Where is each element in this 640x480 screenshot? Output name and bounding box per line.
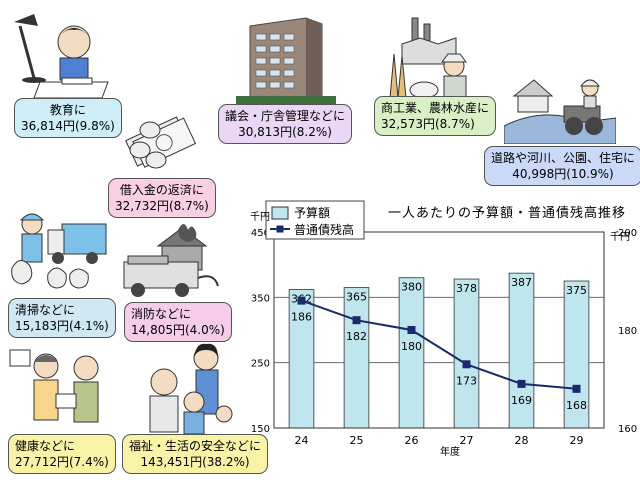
left-axis-unit: 千円	[250, 211, 270, 223]
bar	[398, 277, 425, 429]
legend-bar-label: 予算額	[294, 205, 330, 220]
budget-label-cleaning: 清掃などに 15,183円(4.1%)	[8, 298, 116, 338]
budget-label-welfare: 福祉・生活の安全などに 143,451円(38.2%)	[122, 434, 269, 474]
bar	[453, 278, 480, 429]
right-axis-unit: 千円	[610, 231, 630, 243]
line-point	[297, 296, 306, 305]
budget-amount: 32,573円(8.7%)	[381, 117, 475, 131]
budget-category: 福祉・生活の安全などに	[129, 439, 262, 453]
x-axis-title: 年度	[440, 445, 460, 458]
left-tick-label: 150	[251, 424, 270, 435]
budget-amount: 40,998円(10.9%)	[512, 167, 614, 181]
budget-category: 教育に	[49, 103, 86, 117]
garbage-truck-illustration	[11, 213, 107, 289]
bar-value-label: 378	[456, 282, 477, 295]
budget-label-assembly: 議会・庁舎管理などに 30,813円(8.2%)	[218, 104, 353, 144]
budget-category: 議会・庁舎管理などに	[225, 109, 346, 123]
bar	[288, 289, 315, 429]
legend-line-label: 普通債残高	[294, 222, 354, 237]
x-tick-label: 25	[350, 434, 364, 447]
fire-truck-illustration	[123, 224, 219, 297]
road-construction-illustration	[504, 79, 616, 144]
line-value-label: 169	[511, 394, 532, 407]
debt-line	[301, 299, 577, 390]
x-tick-label: 24	[295, 434, 309, 447]
budget-amount: 143,451円(38.2%)	[140, 455, 250, 469]
left-tick-label: 350	[251, 293, 270, 304]
factory-farmer-illustration	[389, 17, 467, 99]
budget-category: 道路や河川、公園、住宅に	[491, 151, 636, 165]
x-tick-label: 26	[405, 434, 419, 447]
budget-category: 商工業、農林水産に	[381, 101, 490, 115]
bar	[343, 287, 370, 429]
budget-label-roads: 道路や河川、公園、住宅に 40,998円(10.9%)	[484, 146, 640, 186]
line-value-label: 180	[401, 340, 422, 353]
budget-label-debt: 借入金の返済に 32,732円(8.7%)	[108, 178, 216, 218]
budget-category: 健康などに	[15, 439, 76, 453]
budget-amount: 15,183円(4.1%)	[15, 319, 109, 333]
bar-value-label: 365	[346, 291, 367, 304]
money-illustration	[125, 116, 197, 169]
budget-label-health: 健康などに 27,712円(7.4%)	[8, 434, 116, 474]
line-point	[407, 326, 416, 334]
budget-category: 借入金の返済に	[119, 183, 204, 197]
healthcare-illustration	[9, 349, 99, 423]
bar-value-label: 387	[511, 276, 532, 289]
budget-amount: 30,813円(8.2%)	[238, 125, 332, 139]
line-point	[352, 316, 361, 325]
budget-category: 清掃などに	[15, 303, 76, 317]
bar-value-label: 380	[401, 281, 422, 294]
line-value-label: 186	[291, 311, 312, 324]
family-illustration	[149, 343, 233, 435]
bar-value-label: 375	[566, 284, 587, 297]
budget-amount: 27,712円(7.4%)	[15, 455, 109, 469]
bar	[508, 272, 535, 429]
chart-title: 一人あたりの予算額・普通債残高推移	[388, 205, 626, 221]
right-tick-label: 200	[618, 228, 637, 239]
line-value-label: 182	[346, 330, 367, 343]
bar	[563, 280, 590, 429]
left-tick-label: 250	[251, 359, 270, 370]
line-value-label: 168	[566, 399, 587, 412]
office-building-illustration	[236, 17, 336, 113]
budget-amount: 32,732円(8.7%)	[115, 199, 209, 213]
line-point	[462, 360, 471, 369]
x-tick-label: 27	[460, 434, 474, 447]
budget-amount: 14,805円(4.0%)	[131, 323, 225, 337]
right-tick-label: 180	[618, 326, 637, 337]
student-studying-illustration	[14, 14, 109, 99]
legend-line-marker	[276, 225, 284, 233]
plot-frame	[273, 231, 605, 429]
budget-label-education: 教育に 36,814円(9.8%)	[14, 98, 122, 138]
line-point	[517, 379, 526, 388]
line-value-label: 173	[456, 374, 477, 387]
budget-label-fire: 消防などに 14,805円(4.0%)	[124, 302, 232, 342]
left-tick-label: 450	[251, 228, 270, 239]
right-tick-label: 160	[618, 424, 637, 435]
x-tick-label: 28	[515, 434, 529, 447]
x-tick-label: 29	[570, 434, 584, 447]
budget-category: 消防などに	[131, 307, 192, 321]
legend-bar-swatch	[271, 206, 289, 220]
budget-amount: 36,814円(9.8%)	[21, 119, 115, 133]
budget-label-industry: 商工業、農林水産に 32,573円(8.7%)	[374, 96, 497, 136]
line-point	[572, 384, 581, 393]
